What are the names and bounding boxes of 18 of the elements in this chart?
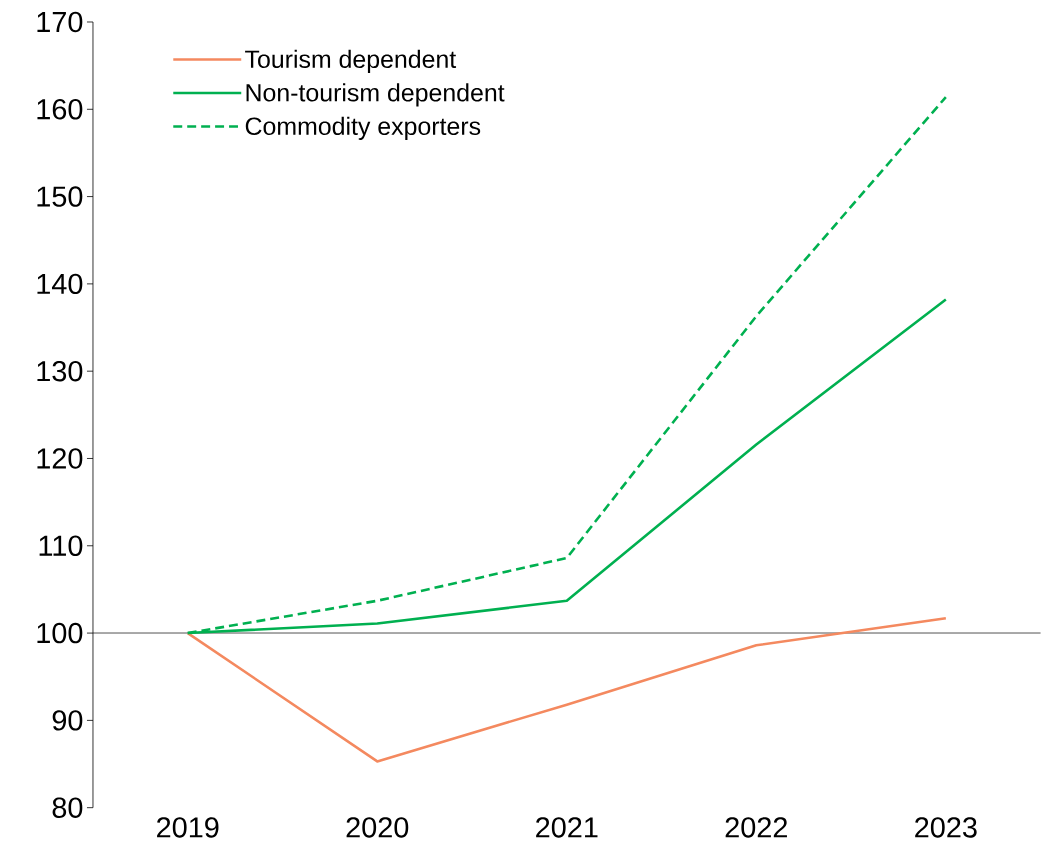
y-tick-label: 110 (39, 535, 83, 557)
legend-label: Tourism dependent (245, 49, 457, 74)
y-tick-label: 80 (52, 797, 83, 819)
x-tick-label: 2023 (915, 817, 977, 838)
x-tick-label: 2022 (725, 817, 787, 838)
legend-label: Non-tourism dependent (246, 83, 505, 107)
y-tick-label: 100 (37, 623, 83, 644)
y-tick-label: 90 (52, 710, 83, 731)
y-tick-label: 160 (37, 99, 83, 120)
x-tick-label: 2021 (536, 817, 598, 838)
legend-label: Commodity exporters (245, 116, 481, 141)
x-tick-label: 2020 (346, 817, 409, 838)
y-tick-label: 140 (37, 273, 83, 295)
x-tick-label: 2019 (157, 817, 219, 838)
y-tick-label: 130 (37, 361, 83, 382)
y-tick-label: 170 (37, 11, 83, 33)
y-tick-label: 120 (37, 448, 83, 469)
y-tick-label: 150 (37, 186, 83, 207)
